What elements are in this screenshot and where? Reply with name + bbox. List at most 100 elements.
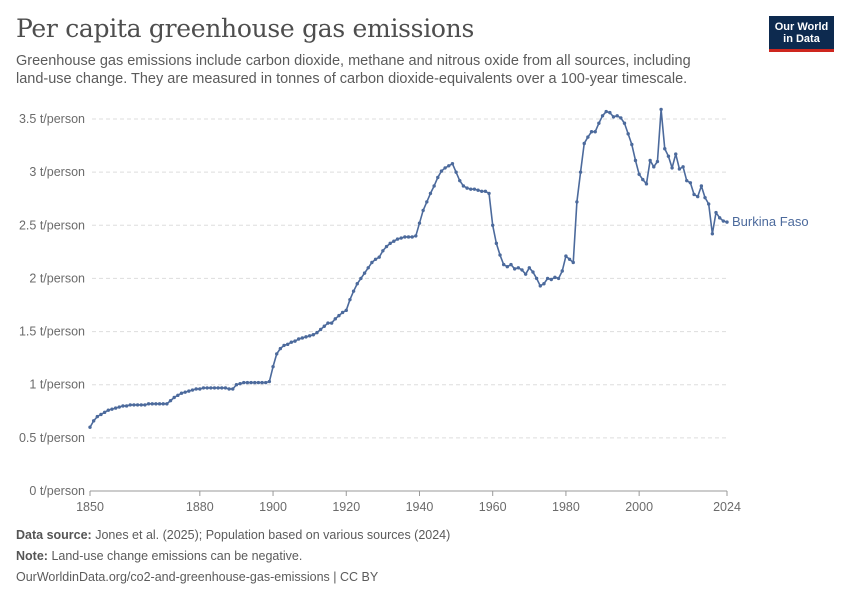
- data-point[interactable]: [381, 249, 385, 253]
- data-point[interactable]: [571, 260, 575, 265]
- data-point[interactable]: [593, 130, 597, 134]
- data-point[interactable]: [102, 410, 107, 415]
- data-point[interactable]: [359, 276, 363, 281]
- data-point[interactable]: [124, 404, 129, 408]
- data-point[interactable]: [696, 194, 700, 199]
- data-point[interactable]: [377, 255, 381, 259]
- data-point[interactable]: [666, 154, 671, 158]
- series-layer[interactable]: Burkina Faso: [88, 107, 809, 429]
- data-point[interactable]: [384, 244, 389, 249]
- data-point[interactable]: [110, 407, 114, 411]
- data-point[interactable]: [611, 115, 616, 119]
- data-point[interactable]: [161, 402, 165, 406]
- data-point[interactable]: [523, 272, 528, 276]
- data-point[interactable]: [399, 236, 403, 240]
- data-point[interactable]: [355, 282, 359, 286]
- data-point[interactable]: [674, 152, 678, 156]
- data-point[interactable]: [187, 389, 191, 393]
- data-point[interactable]: [220, 386, 224, 390]
- data-point[interactable]: [242, 380, 246, 385]
- data-point[interactable]: [256, 380, 261, 385]
- data-point[interactable]: [285, 342, 290, 347]
- data-point[interactable]: [608, 110, 612, 115]
- data-point[interactable]: [183, 390, 187, 394]
- data-point[interactable]: [710, 232, 715, 236]
- data-point[interactable]: [348, 297, 352, 302]
- data-point[interactable]: [542, 282, 546, 286]
- data-point[interactable]: [91, 419, 96, 423]
- data-point[interactable]: [578, 170, 583, 174]
- data-point[interactable]: [121, 404, 125, 408]
- data-point[interactable]: [179, 391, 184, 395]
- data-point[interactable]: [436, 175, 440, 180]
- data-point[interactable]: [483, 189, 488, 193]
- data-point[interactable]: [685, 178, 689, 183]
- data-point[interactable]: [194, 387, 198, 391]
- data-point[interactable]: [234, 383, 239, 387]
- data-point[interactable]: [706, 202, 711, 206]
- data-point[interactable]: [703, 195, 707, 200]
- data-point[interactable]: [476, 188, 480, 192]
- data-point[interactable]: [282, 343, 286, 348]
- data-point[interactable]: [461, 184, 466, 188]
- data-point[interactable]: [538, 284, 542, 288]
- data-point[interactable]: [392, 239, 396, 243]
- data-point[interactable]: [717, 216, 722, 220]
- data-point[interactable]: [692, 192, 696, 197]
- data-point[interactable]: [501, 262, 506, 267]
- data-point[interactable]: [688, 181, 693, 185]
- data-point[interactable]: [249, 380, 253, 385]
- series-line-burkina-faso[interactable]: [89, 108, 728, 428]
- source-url[interactable]: OurWorldinData.org/co2-and-greenhouse-ga…: [16, 570, 379, 584]
- data-point[interactable]: [95, 414, 100, 419]
- data-point[interactable]: [293, 339, 297, 343]
- data-point[interactable]: [421, 208, 425, 213]
- data-point[interactable]: [480, 189, 484, 193]
- data-point[interactable]: [677, 167, 682, 171]
- data-point[interactable]: [198, 387, 202, 391]
- data-point[interactable]: [212, 386, 217, 390]
- data-point[interactable]: [388, 241, 392, 246]
- data-point[interactable]: [172, 395, 176, 400]
- data-point[interactable]: [190, 388, 195, 392]
- data-point[interactable]: [271, 364, 275, 369]
- data-point[interactable]: [622, 121, 627, 125]
- data-point[interactable]: [296, 337, 301, 341]
- data-point[interactable]: [139, 403, 143, 407]
- data-point[interactable]: [597, 121, 601, 125]
- data-point[interactable]: [534, 276, 539, 281]
- data-point[interactable]: [447, 164, 451, 168]
- data-point[interactable]: [366, 266, 370, 270]
- data-point[interactable]: [505, 265, 510, 269]
- data-point[interactable]: [531, 270, 535, 274]
- series-label[interactable]: Burkina Faso: [732, 214, 809, 229]
- data-point[interactable]: [439, 169, 444, 173]
- data-point[interactable]: [351, 289, 356, 293]
- data-point[interactable]: [600, 114, 605, 118]
- data-point[interactable]: [641, 177, 645, 182]
- data-point[interactable]: [699, 184, 704, 188]
- data-point[interactable]: [560, 269, 564, 273]
- data-point[interactable]: [395, 237, 400, 241]
- data-point[interactable]: [132, 403, 136, 407]
- data-point[interactable]: [143, 403, 147, 407]
- data-point[interactable]: [432, 184, 436, 188]
- data-point[interactable]: [154, 402, 158, 406]
- data-point[interactable]: [117, 405, 121, 409]
- data-point[interactable]: [370, 260, 374, 265]
- data-point[interactable]: [721, 219, 726, 223]
- data-point[interactable]: [340, 310, 345, 315]
- data-point[interactable]: [681, 165, 685, 169]
- data-point[interactable]: [157, 402, 162, 406]
- data-point[interactable]: [176, 393, 180, 398]
- data-point[interactable]: [487, 191, 491, 196]
- data-point[interactable]: [450, 161, 455, 166]
- data-point[interactable]: [238, 381, 242, 386]
- data-point[interactable]: [417, 221, 422, 225]
- data-point[interactable]: [469, 187, 473, 191]
- data-point[interactable]: [725, 220, 729, 224]
- data-point[interactable]: [663, 147, 667, 151]
- data-point[interactable]: [99, 412, 103, 417]
- data-point[interactable]: [300, 336, 305, 340]
- data-point[interactable]: [245, 380, 250, 385]
